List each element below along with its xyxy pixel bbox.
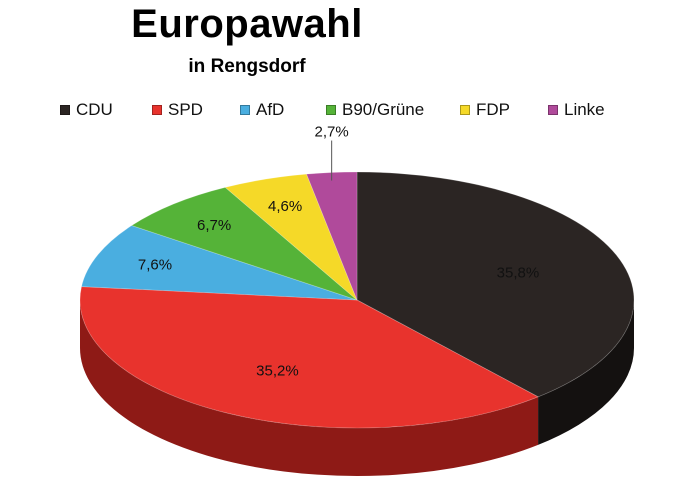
pie-slice-spd <box>79 286 540 429</box>
legend-item-linke: Linke <box>548 100 605 120</box>
legend-swatch-fdp <box>460 105 470 115</box>
data-label-linke: 2,7% <box>315 124 349 141</box>
chart-title: Europawahl <box>131 2 363 46</box>
legend-swatch-spd <box>152 105 162 115</box>
pie-data-labels: 35,8% 35,2% 7,6% 6,7% 4,6% 2,7% <box>138 124 539 380</box>
legend-swatch-linke <box>548 105 558 115</box>
pie-side-cdu <box>538 300 634 445</box>
data-label-fdp: 4,6% <box>268 198 302 215</box>
legend-item-cdu: CDU <box>60 100 113 120</box>
legend-label-fdp: FDP <box>476 100 510 119</box>
pie-slice-cdu <box>356 171 635 398</box>
legend-label-cdu: CDU <box>76 100 113 119</box>
legend-item-spd: SPD <box>152 100 203 120</box>
legend-label-afd: AfD <box>256 100 285 119</box>
data-label-spd: 35,2% <box>256 362 299 379</box>
legend-item-afd: AfD <box>240 100 284 120</box>
legend-swatch-afd <box>240 105 250 115</box>
legend-swatch-cdu <box>60 105 70 115</box>
pie-slices <box>79 171 635 429</box>
pie-slice-fdp <box>224 173 358 301</box>
legend-label-gruene: B90/Grüne <box>342 100 425 119</box>
chart-subtitle: in Rengsdorf <box>188 56 306 77</box>
legend-item-fdp: FDP <box>460 100 510 120</box>
pie-slice-afd <box>81 225 358 301</box>
data-label-b90-gr-ne: 6,7% <box>197 217 231 234</box>
legend-label-linke: Linke <box>564 100 605 119</box>
data-label-afd: 7,6% <box>138 257 172 274</box>
legend-swatch-gruene <box>326 105 336 115</box>
legend: CDU SPD AfD B90/Grüne FDP Linke <box>60 100 620 122</box>
pie-slice-b90-gr-ne <box>130 186 358 301</box>
data-label-cdu: 35,8% <box>497 264 540 281</box>
legend-item-gruene: B90/Grüne <box>326 100 424 120</box>
pie-side-spd <box>80 300 539 476</box>
legend-label-spd: SPD <box>168 100 203 119</box>
pie-side-walls <box>80 300 634 476</box>
